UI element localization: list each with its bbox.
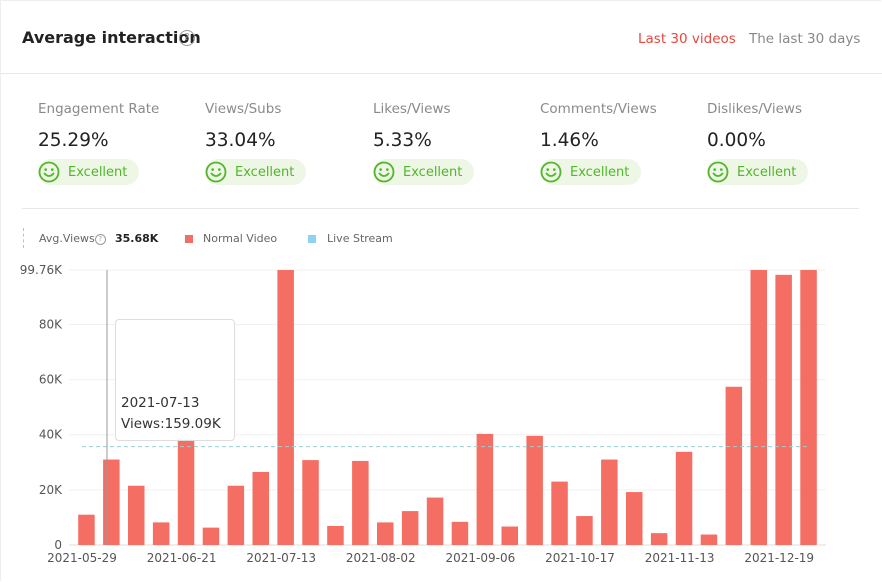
rating-badge-label: Excellent [570, 164, 630, 180]
bar-normal-video [128, 485, 145, 545]
bar-normal-video [601, 459, 618, 545]
smile-icon [205, 161, 227, 183]
bar-normal-video [252, 471, 269, 545]
avg-views-value: 35.68K [115, 232, 159, 245]
smile-icon [707, 161, 729, 183]
y-tick-label: 0 [54, 538, 62, 552]
tooltip-date: 2021-07-13 [121, 395, 200, 411]
live-stream-swatch [308, 235, 316, 243]
bar-normal-video [800, 270, 817, 545]
rating-badge: Excellent [38, 159, 140, 185]
x-tick-label: 2021-08-02 [346, 551, 416, 565]
y-tick-label: 20K [39, 483, 63, 497]
metric-label: Dislikes/Views [707, 101, 802, 117]
smile-icon [373, 161, 395, 183]
bar-normal-video [526, 435, 543, 545]
bar-normal-video [725, 386, 743, 545]
metric-value: 25.29% [38, 130, 109, 151]
bar-normal-video [675, 451, 693, 545]
y-tick-label: 80K [39, 317, 63, 331]
bar-normal-video [327, 525, 344, 545]
x-tick-label: 2021-05-29 [47, 551, 117, 565]
live-stream-legend[interactable]: Live Stream [327, 232, 393, 245]
metric-value: 0.00% [707, 130, 766, 151]
help-icon[interactable]: ? [179, 30, 195, 46]
chart-tooltip: 2021-07-13 Views:159.09K [115, 319, 235, 441]
tab-last-30-days[interactable]: The last 30 days [749, 31, 861, 47]
y-tick-label: 60K [39, 373, 63, 387]
bar-normal-video [202, 527, 220, 545]
bar-normal-video [401, 511, 419, 545]
bar-normal-video [78, 514, 95, 545]
bar-normal-video [352, 460, 369, 545]
avg-line-legend-marker [23, 228, 24, 248]
tab-last-30-videos[interactable]: Last 30 videos [638, 31, 736, 47]
card-title: Average interaction [22, 28, 201, 47]
divider [22, 208, 859, 209]
avg-views-legend: Avg.Views? [39, 232, 106, 245]
smile-icon [38, 161, 60, 183]
bar-normal-video [775, 274, 792, 545]
smile-icon [540, 161, 562, 183]
rating-badge-label: Excellent [737, 164, 797, 180]
x-tick-label: 2021-11-13 [645, 551, 715, 565]
bar-normal-video [277, 270, 294, 545]
bar-normal-video [377, 522, 394, 545]
x-tick-label: 2021-06-21 [147, 551, 217, 565]
x-tick-label: 2021-07-13 [246, 551, 316, 565]
metric-value: 5.33% [373, 130, 432, 151]
metric-0: Engagement Rate 25.29% Excellent [38, 101, 198, 187]
bar-normal-video [177, 438, 195, 545]
bar-normal-video [750, 270, 767, 545]
rating-badge: Excellent [373, 159, 475, 185]
metric-label: Comments/Views [540, 101, 657, 117]
bar-normal-video [650, 533, 668, 545]
metric-3: Comments/Views 1.46% Excellent [540, 101, 700, 187]
metric-label: Likes/Views [373, 101, 451, 117]
rating-badge-label: Excellent [68, 164, 128, 180]
bar-normal-video [426, 497, 444, 545]
rating-badge-label: Excellent [403, 164, 463, 180]
metric-label: Views/Subs [205, 101, 282, 117]
x-tick-label: 2021-12-19 [744, 551, 814, 565]
metric-label: Engagement Rate [38, 101, 160, 117]
metric-2: Likes/Views 5.33% Excellent [373, 101, 533, 187]
bar-normal-video [103, 459, 120, 545]
normal-video-legend[interactable]: Normal Video [203, 232, 278, 245]
rating-badge: Excellent [707, 159, 809, 185]
bar-normal-video [551, 481, 568, 545]
card-header: Average interaction ? Last 30 videos The… [1, 1, 882, 74]
y-tick-label: 99.76K [20, 263, 63, 277]
avg-views-label: Avg.Views [39, 232, 95, 245]
metric-1: Views/Subs 33.04% Excellent [205, 101, 365, 187]
normal-video-swatch [185, 235, 193, 243]
metric-4: Dislikes/Views 0.00% Excellent [707, 101, 867, 187]
bar-normal-video [501, 526, 518, 545]
bar-normal-video [152, 522, 170, 545]
bar-normal-video [626, 492, 643, 545]
tooltip-views: Views:159.09K [121, 416, 221, 432]
bar-normal-video [576, 516, 593, 545]
rating-badge: Excellent [205, 159, 307, 185]
bar-normal-video [451, 521, 469, 545]
x-tick-label: 2021-10-17 [545, 551, 615, 565]
bar-normal-video [700, 534, 718, 545]
rating-badge: Excellent [540, 159, 642, 185]
rating-badge-label: Excellent [235, 164, 295, 180]
help-icon[interactable]: ? [94, 234, 106, 245]
bar-normal-video [302, 460, 319, 545]
y-tick-label: 40K [39, 428, 63, 442]
bar-normal-video [227, 485, 245, 545]
x-tick-label: 2021-09-06 [446, 551, 516, 565]
bar-normal-video [476, 433, 494, 545]
metric-value: 1.46% [540, 130, 599, 151]
metric-value: 33.04% [205, 130, 276, 151]
